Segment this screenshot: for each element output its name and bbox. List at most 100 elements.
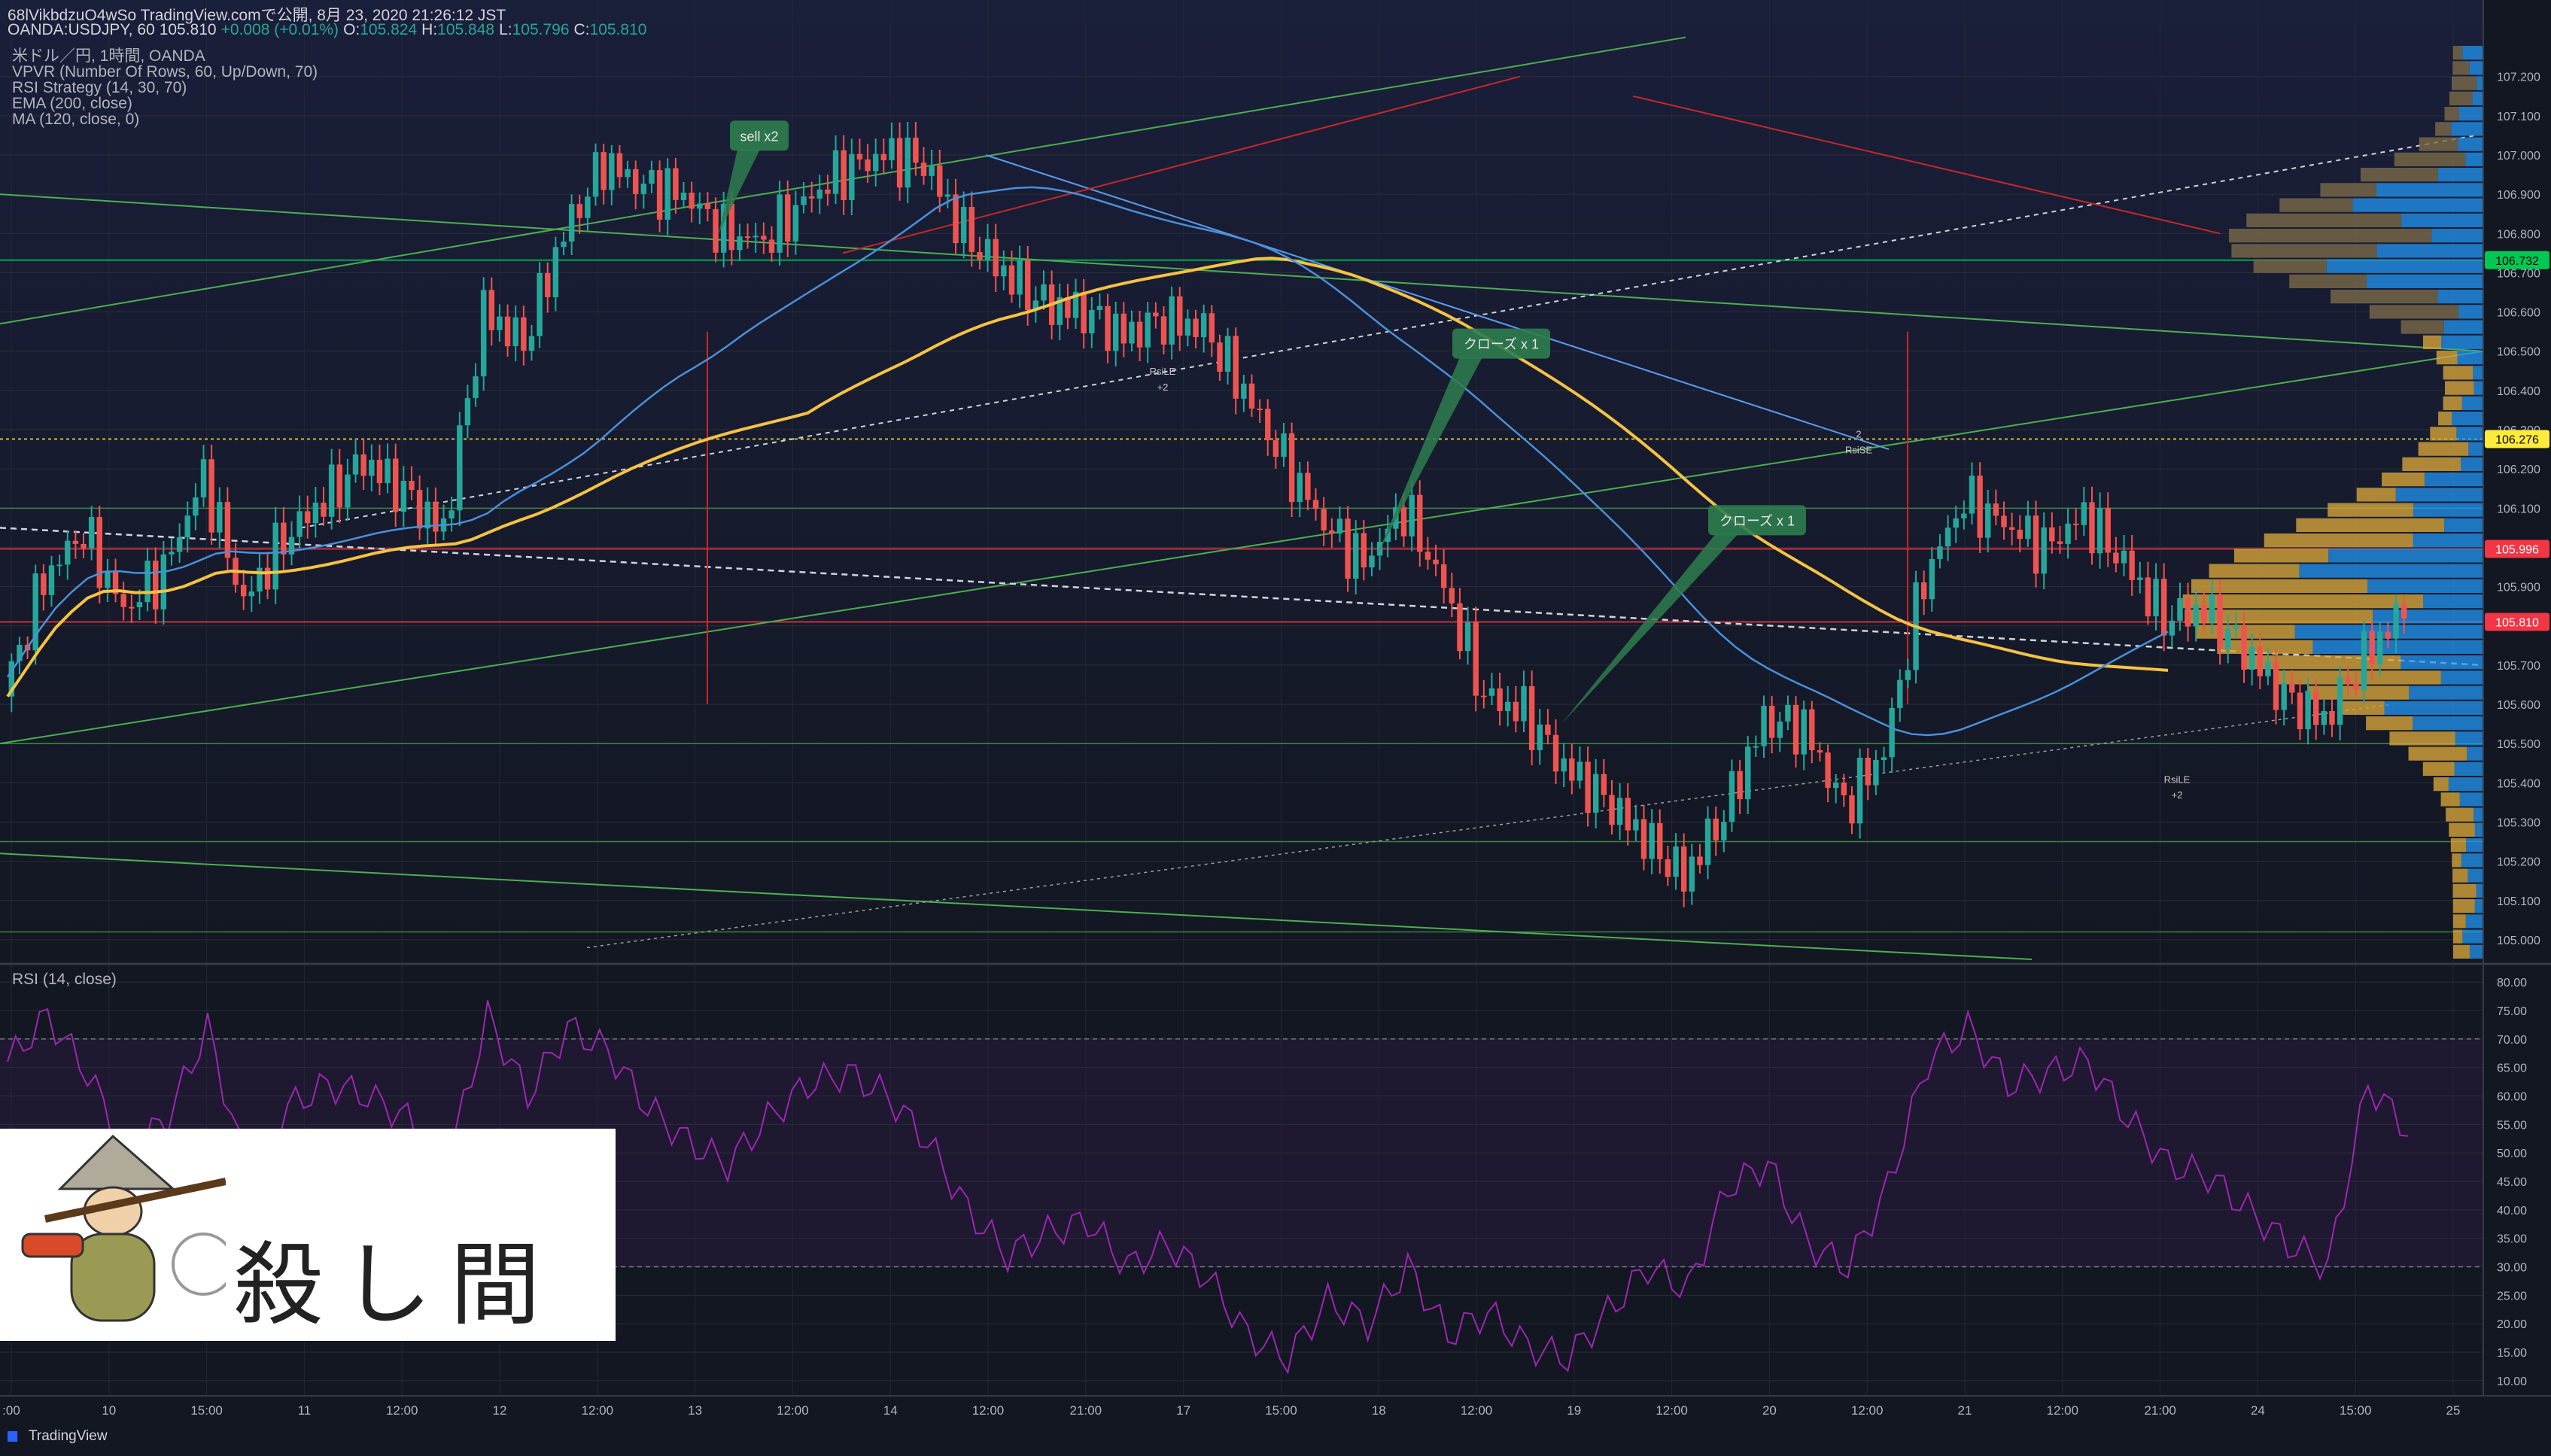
candle-body bbox=[1729, 771, 1735, 822]
price-tick-label: 106.200 bbox=[2497, 464, 2540, 476]
candle-body bbox=[585, 196, 591, 218]
candle-body bbox=[1257, 409, 1263, 411]
candle-body bbox=[56, 564, 62, 567]
candle-body bbox=[112, 570, 119, 594]
indicator-symbol[interactable]: 米ドル／円, 1時間, OANDA bbox=[12, 47, 205, 65]
price-tick-label: 105.600 bbox=[2497, 699, 2540, 712]
volume-bar-down bbox=[2443, 366, 2473, 380]
indicator-vpvr[interactable]: VPVR (Number Of Rows, 60, Up/Down, 70) bbox=[12, 63, 318, 81]
volume-bar-up bbox=[2422, 594, 2483, 609]
candle-body bbox=[88, 517, 95, 549]
candle-body bbox=[288, 537, 295, 555]
candle-body bbox=[937, 165, 943, 197]
candle-body bbox=[193, 497, 199, 516]
candle-body bbox=[1217, 342, 1223, 372]
candle-body bbox=[1409, 494, 1415, 537]
candle-body bbox=[1713, 818, 1719, 840]
candle-body bbox=[2025, 515, 2031, 540]
volume-bar-up bbox=[2473, 366, 2483, 380]
candle-body bbox=[1777, 721, 1783, 738]
candle-body bbox=[2105, 508, 2111, 553]
candle-body bbox=[689, 193, 695, 209]
tradingview-brand[interactable]: TradingView bbox=[8, 1428, 108, 1445]
candle-body bbox=[2129, 550, 2135, 580]
candle-body bbox=[1889, 707, 1895, 758]
candle-body bbox=[176, 537, 183, 552]
candle-body bbox=[1129, 321, 1135, 344]
candle-body bbox=[1105, 305, 1111, 351]
rsile-count: +2 bbox=[1157, 381, 1169, 393]
candle-body bbox=[1937, 546, 1943, 560]
candle-body bbox=[2321, 710, 2328, 725]
candle-body bbox=[905, 137, 911, 188]
time-tick-label: 12:00 bbox=[777, 1403, 809, 1418]
candle-body bbox=[2393, 603, 2399, 639]
price-badge-label: 105.810 bbox=[2495, 617, 2539, 630]
volume-bar-down bbox=[2446, 807, 2474, 822]
volume-bar-down bbox=[2394, 152, 2466, 166]
rsi-tick-label: 50.00 bbox=[2497, 1147, 2527, 1160]
price-tick-label: 105.200 bbox=[2497, 856, 2540, 869]
candle-body bbox=[1689, 856, 1695, 892]
candle-body bbox=[816, 189, 823, 199]
price-tick-label: 105.400 bbox=[2497, 777, 2540, 790]
low-value: 105.796 bbox=[512, 21, 570, 38]
volume-bar-up bbox=[2476, 883, 2483, 898]
volume-bar-down bbox=[2444, 107, 2460, 121]
candle-body bbox=[2096, 508, 2103, 554]
candle-body bbox=[704, 203, 711, 209]
candle-body bbox=[2057, 541, 2063, 544]
candle-body bbox=[1528, 685, 1535, 750]
candle-body bbox=[1112, 313, 1119, 351]
price-tick-label: 106.400 bbox=[2497, 385, 2540, 398]
red-arrow-line bbox=[1632, 95, 2221, 235]
candle-body bbox=[248, 591, 255, 597]
indicator-rsi-strategy[interactable]: RSI Strategy (14, 30, 70) bbox=[12, 79, 187, 96]
main-pane bbox=[0, 0, 2483, 963]
volume-bar-down bbox=[2233, 549, 2329, 563]
price-badge-label: 105.996 bbox=[2495, 544, 2539, 557]
candle-body bbox=[2169, 620, 2175, 636]
volume-bar-up bbox=[2469, 944, 2483, 959]
candle-body bbox=[305, 511, 311, 524]
publish-line: 68lVikbdzuO4wSo TradingView.comで公開, 8月 2… bbox=[8, 7, 506, 24]
candle-body bbox=[328, 464, 335, 517]
candle-body bbox=[761, 236, 767, 240]
candle-body bbox=[993, 239, 999, 277]
candle-body bbox=[1209, 313, 1215, 343]
close-label: C: bbox=[573, 21, 590, 38]
volume-bar-down bbox=[2433, 777, 2449, 792]
candle-body bbox=[944, 194, 951, 197]
candle-body bbox=[2017, 530, 2023, 540]
tradingview-logo-icon bbox=[8, 1430, 18, 1442]
rsise-label: RsiSE bbox=[1845, 444, 1872, 455]
rsi-title[interactable]: RSI (14, close) bbox=[12, 971, 117, 988]
indicator-ema[interactable]: EMA (200, close) bbox=[12, 95, 132, 112]
volume-bar-up bbox=[2473, 807, 2483, 822]
candle-body bbox=[160, 554, 167, 609]
volume-bar-up bbox=[2312, 640, 2483, 654]
candle-body bbox=[953, 194, 959, 244]
volume-bar-up bbox=[2466, 838, 2483, 853]
volume-bar-down bbox=[2307, 685, 2410, 700]
grid-lines bbox=[0, 0, 2483, 1396]
candle-body bbox=[2185, 597, 2191, 627]
volume-bar-down bbox=[2430, 427, 2457, 441]
indicator-ma[interactable]: MA (120, close, 0) bbox=[12, 111, 140, 128]
rsi-tick-label: 40.00 bbox=[2497, 1205, 2527, 1217]
volume-bar-up bbox=[2384, 701, 2483, 715]
rsi-axis: 80.00 75.00 70.00 65.00 60.00 55.00 50.00 45.00… bbox=[2497, 977, 2527, 1388]
volume-bar-down bbox=[2264, 533, 2413, 548]
rsi-tick-label: 15.00 bbox=[2497, 1347, 2527, 1360]
symbol[interactable]: OANDA:USDJPY, 60 bbox=[8, 21, 155, 38]
candle-body bbox=[616, 153, 623, 178]
candle-body bbox=[1552, 734, 1559, 772]
volume-bar-down bbox=[2450, 838, 2467, 853]
candle-body bbox=[744, 236, 751, 239]
volume-bar-down bbox=[2443, 396, 2462, 410]
volume-bar-up bbox=[2424, 473, 2483, 487]
volume-bar-up bbox=[2413, 533, 2483, 548]
candle-body bbox=[1561, 758, 1567, 772]
candle-body bbox=[1464, 622, 1471, 652]
